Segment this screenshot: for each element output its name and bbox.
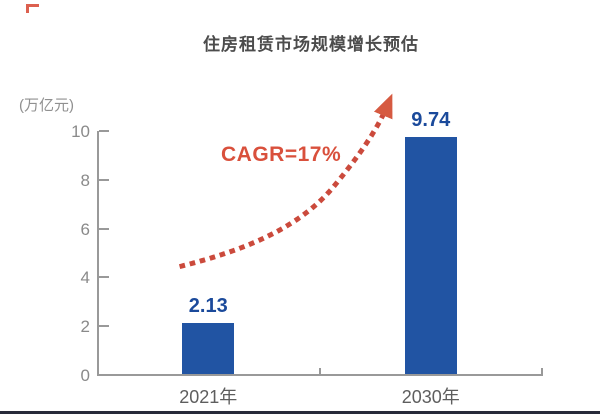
- y-axis-unit-label: (万亿元): [19, 97, 74, 114]
- bottom-border: [0, 411, 600, 414]
- x-tick-mark: [318, 368, 321, 374]
- x-tick-mark: [541, 368, 543, 374]
- y-axis-line: [97, 131, 99, 376]
- y-tick-label: 4: [80, 268, 90, 288]
- y-tick-mark: [99, 130, 109, 132]
- bar-value-label: 9.74: [411, 109, 451, 132]
- x-tick-label: 2030年: [401, 387, 460, 407]
- bar-2021年: [182, 323, 235, 374]
- y-tick-label: 0: [80, 366, 90, 385]
- y-tick-label: 10: [71, 122, 90, 141]
- chart-title: 住房租赁市场规模增长预估: [203, 35, 419, 54]
- y-tick-label: 8: [80, 170, 90, 190]
- x-tick-label: 2021年: [179, 387, 238, 407]
- y-tick-label: 2: [80, 317, 90, 337]
- y-tick-mark: [99, 178, 109, 181]
- bar-2030年: [404, 137, 457, 374]
- bar-value-label: 2.13: [188, 295, 228, 318]
- y-tick-mark: [99, 325, 109, 328]
- y-tick-label: 6: [80, 219, 90, 239]
- y-tick-mark: [99, 276, 109, 279]
- y-tick-mark: [99, 227, 109, 230]
- dotted-growth-curve: [178, 93, 393, 270]
- cagr-annotation: CAGR=17%: [221, 143, 342, 166]
- corner-mark: [26, 4, 39, 13]
- x-axis-line: [97, 374, 543, 376]
